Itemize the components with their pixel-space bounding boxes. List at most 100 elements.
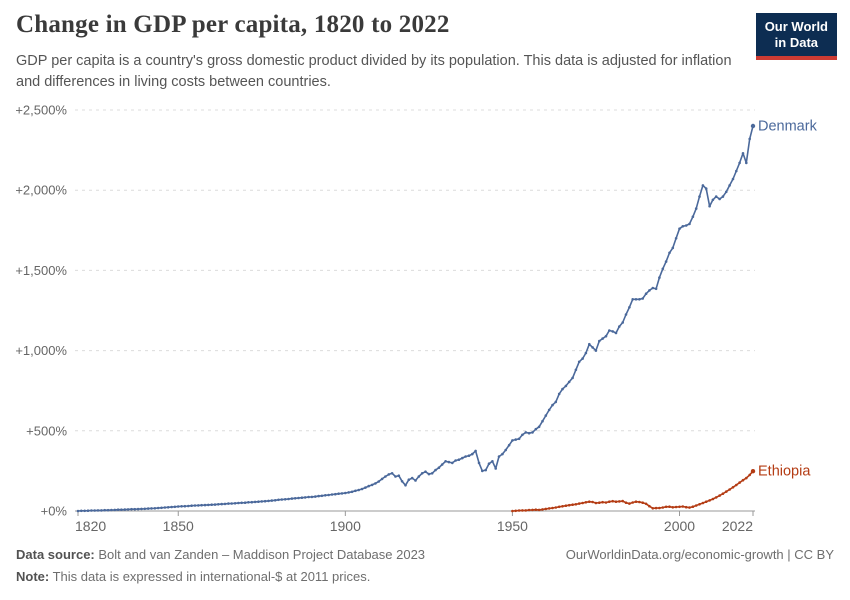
data-point <box>614 500 618 504</box>
data-point <box>481 469 484 473</box>
data-point <box>521 433 524 437</box>
x-axis-label: 2000 <box>664 518 695 534</box>
data-point <box>170 505 173 509</box>
data-point <box>223 502 227 506</box>
data-point <box>377 480 381 483</box>
data-point <box>725 490 728 493</box>
data-point <box>658 506 661 510</box>
data-point <box>240 501 243 505</box>
data-point <box>153 507 157 510</box>
data-point <box>370 483 374 487</box>
data-point <box>123 508 127 511</box>
data-point <box>160 506 163 510</box>
data-point <box>714 195 718 198</box>
data-point <box>648 289 651 292</box>
data-point <box>464 455 467 458</box>
data-point <box>544 507 548 511</box>
data-point <box>427 472 431 476</box>
data-point <box>283 498 287 501</box>
data-point <box>621 321 624 324</box>
data-point <box>273 499 277 502</box>
data-point <box>457 458 461 462</box>
data-point <box>440 463 444 466</box>
data-point <box>691 215 695 218</box>
data-point <box>608 500 611 504</box>
data-point <box>187 504 190 508</box>
data-point <box>424 470 427 474</box>
data-point <box>678 227 681 230</box>
data-point <box>678 505 681 509</box>
data-point <box>651 507 655 510</box>
data-point <box>571 503 574 507</box>
data-point <box>90 509 93 512</box>
data-source-label: Data source: <box>16 547 95 562</box>
data-point <box>551 403 554 407</box>
data-point <box>621 499 624 503</box>
data-point <box>511 439 514 442</box>
data-point <box>110 508 113 512</box>
data-point <box>554 506 558 509</box>
data-point <box>708 499 711 502</box>
data-point <box>374 482 377 485</box>
data-point <box>471 452 474 456</box>
data-point <box>604 334 608 338</box>
data-point <box>287 497 290 501</box>
data-point <box>76 509 80 513</box>
data-point <box>140 507 143 511</box>
data-point <box>320 494 324 498</box>
data-point <box>407 478 411 482</box>
data-point <box>354 489 357 493</box>
data-point <box>507 443 511 447</box>
data-point <box>564 384 568 388</box>
data-point <box>390 472 394 475</box>
data-point <box>447 460 451 464</box>
page-title: Change in GDP per capita, 1820 to 2022 <box>16 11 450 38</box>
data-point <box>691 505 695 509</box>
logo-text-line2: in Data <box>774 34 819 50</box>
data-point <box>230 502 233 505</box>
data-point <box>197 504 200 507</box>
data-point <box>156 506 160 510</box>
data-point <box>738 161 741 165</box>
data-point <box>83 509 86 513</box>
y-axis-label: +500% <box>26 423 67 438</box>
data-point <box>721 492 725 496</box>
data-point <box>410 476 414 480</box>
data-point <box>721 195 725 198</box>
data-point <box>588 342 591 346</box>
data-point <box>120 508 123 512</box>
data-point <box>547 408 551 412</box>
data-point <box>735 483 738 487</box>
data-point <box>694 504 698 507</box>
data-point <box>698 195 701 198</box>
data-point <box>327 493 330 497</box>
y-axis-label: +0% <box>41 504 68 519</box>
data-point <box>694 207 698 210</box>
data-point <box>136 507 140 511</box>
data-point <box>517 509 521 512</box>
data-point <box>103 508 106 512</box>
data-point <box>584 501 588 504</box>
data-point <box>750 123 756 129</box>
data-point <box>350 490 354 494</box>
owid-logo[interactable]: Our World in Data <box>755 13 837 60</box>
data-point <box>213 503 217 506</box>
data-point <box>113 508 117 512</box>
data-point <box>387 473 391 476</box>
data-point <box>644 292 648 296</box>
data-point <box>668 251 671 255</box>
data-point <box>641 297 644 300</box>
footer-link[interactable]: OurWorldinData.org/economic-growth | CC … <box>565 547 834 562</box>
data-point <box>628 306 631 309</box>
data-point <box>467 454 471 458</box>
data-point <box>541 419 544 423</box>
data-point <box>561 505 564 508</box>
data-point <box>564 504 568 508</box>
data-point <box>487 462 491 466</box>
data-point <box>748 137 751 141</box>
data-point <box>430 472 434 475</box>
data-point <box>143 507 147 511</box>
data-point <box>534 508 538 512</box>
data-point <box>237 501 240 505</box>
